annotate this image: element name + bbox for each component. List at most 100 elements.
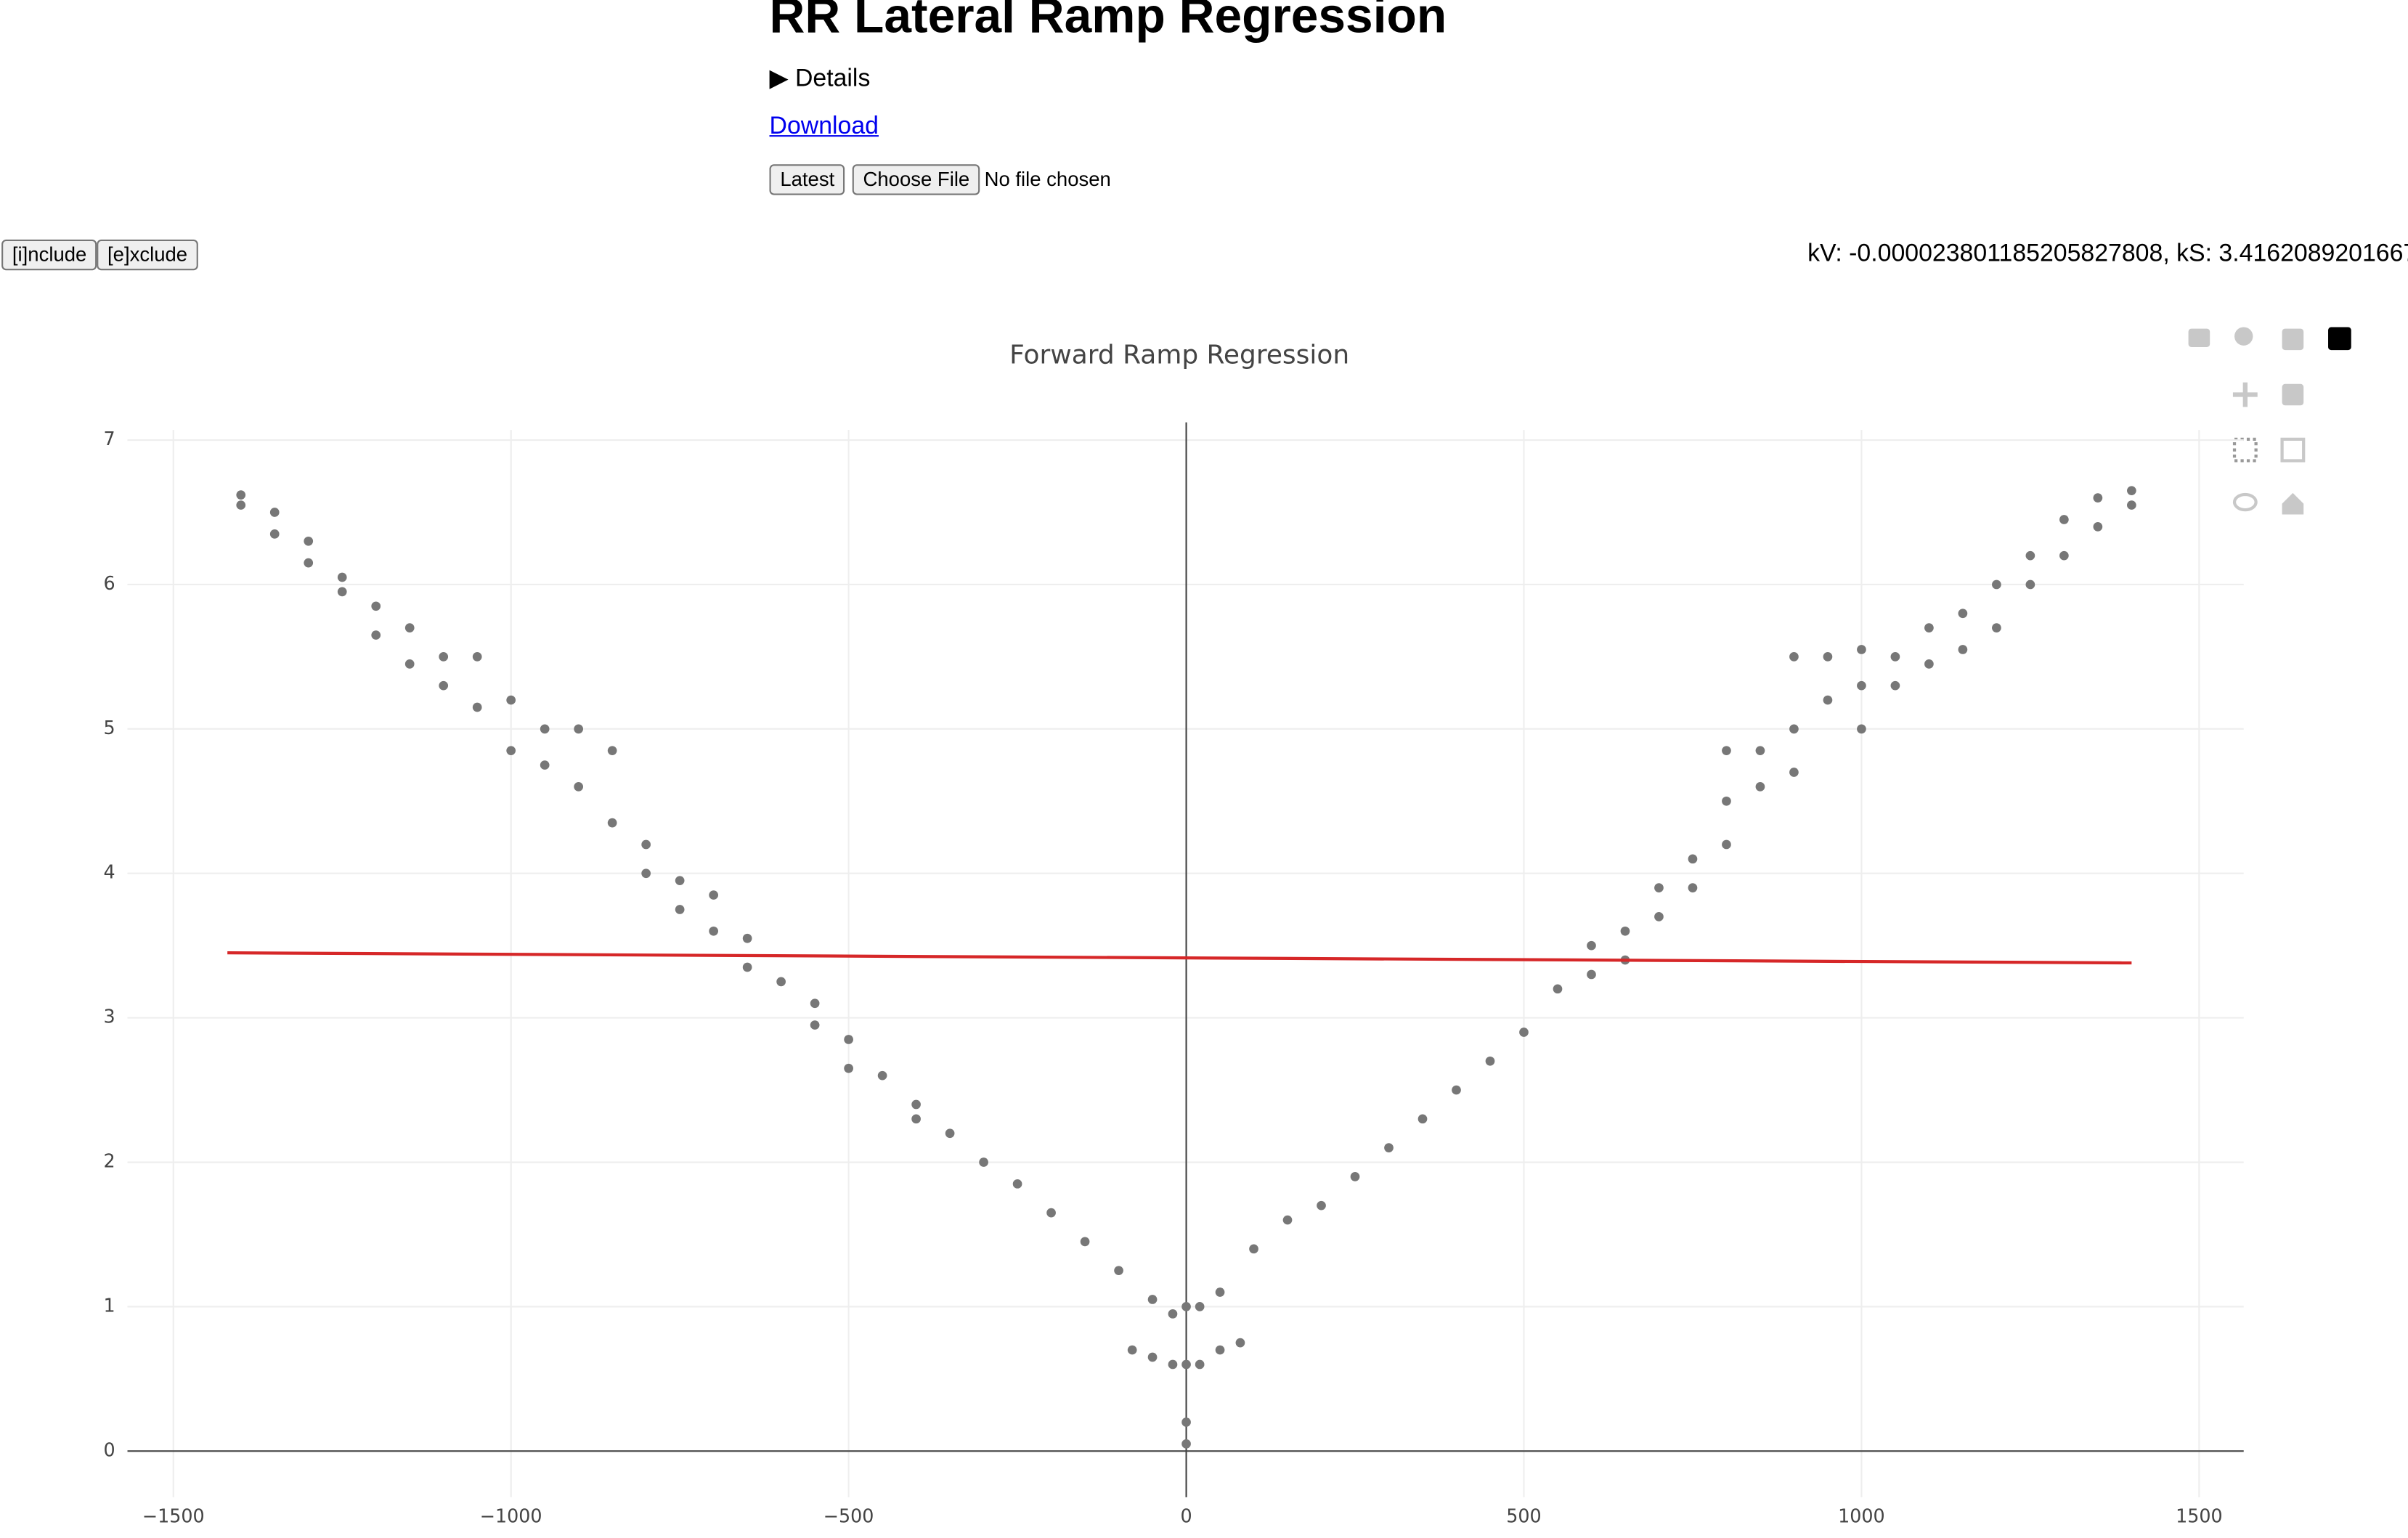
data-point <box>1722 796 1731 806</box>
data-point <box>337 587 347 597</box>
data-point <box>1181 1439 1191 1449</box>
data-point <box>1417 1114 1428 1124</box>
data-point <box>877 1070 887 1081</box>
modebar <box>2188 327 2351 515</box>
lasso-icon[interactable] <box>2232 492 2258 512</box>
data-point <box>1080 1237 1090 1247</box>
details-label: Details <box>794 65 871 92</box>
box-select-icon[interactable] <box>2232 437 2258 463</box>
data-point <box>1195 1302 1205 1311</box>
data-point <box>1857 645 1866 654</box>
data-point <box>337 572 347 582</box>
camera-icon[interactable] <box>2188 328 2210 347</box>
data-point <box>2059 550 2069 561</box>
file-status: No file chosen <box>984 167 1111 191</box>
zoom-out-icon[interactable] <box>2282 383 2304 406</box>
x-tick-label: 1500 <box>2176 1505 2223 1526</box>
data-point <box>1587 969 1596 980</box>
data-point <box>1215 1287 1225 1297</box>
data-point <box>1127 1345 1137 1355</box>
data-point <box>1168 1309 1178 1319</box>
download-link[interactable]: Download <box>769 113 879 140</box>
data-point <box>506 746 516 756</box>
data-point <box>2025 550 2035 561</box>
data-point <box>1553 984 1563 994</box>
data-point <box>607 746 617 756</box>
data-point <box>1654 912 1664 921</box>
data-point <box>2127 486 2136 496</box>
chart-title: Forward Ramp Regression <box>1009 341 1349 370</box>
data-point <box>269 529 280 539</box>
data-point <box>675 876 685 886</box>
data-point <box>1857 724 1866 734</box>
data-point <box>945 1128 955 1139</box>
reset-icon[interactable] <box>2280 437 2306 463</box>
choose-file-button[interactable]: Choose File <box>852 164 981 195</box>
data-point <box>1452 1085 1461 1095</box>
exclude-button[interactable]: [e]xclude <box>97 239 198 271</box>
data-point <box>1688 883 1698 892</box>
data-point <box>439 652 449 662</box>
include-button[interactable]: [i]nclude <box>1 239 98 271</box>
data-point <box>709 890 718 900</box>
data-point <box>1485 1056 1495 1066</box>
x-tick-label: 500 <box>1506 1505 1541 1526</box>
y-tick-label: 0 <box>103 1439 115 1460</box>
data-point <box>304 558 314 568</box>
home-icon[interactable] <box>2282 492 2304 515</box>
data-point <box>1958 645 1968 654</box>
data-point <box>304 536 314 546</box>
data-point <box>1181 1359 1191 1370</box>
data-point <box>1147 1352 1158 1362</box>
data-point <box>472 652 482 662</box>
data-point <box>236 490 246 500</box>
page-title: RR Lateral Ramp Regression <box>769 0 1447 44</box>
data-point <box>1519 1028 1529 1037</box>
data-point <box>1722 746 1731 756</box>
data-point <box>844 1063 853 1073</box>
y-tick-label: 5 <box>103 717 115 739</box>
data-point <box>540 760 550 770</box>
data-point <box>1012 1179 1022 1189</box>
data-point <box>574 724 584 734</box>
data-point <box>371 630 381 640</box>
data-point <box>1587 940 1596 951</box>
details-summary[interactable]: ▶ Details <box>769 65 871 92</box>
data-point <box>1249 1244 1258 1254</box>
data-point <box>641 839 651 850</box>
data-point <box>1992 579 2001 590</box>
data-point <box>709 926 718 936</box>
pan-icon[interactable] <box>2232 382 2258 407</box>
data-point <box>506 695 516 705</box>
latest-button[interactable]: Latest <box>769 164 846 195</box>
data-point <box>1789 652 1799 662</box>
data-point <box>1992 623 2001 632</box>
data-point <box>1215 1345 1225 1355</box>
data-point <box>1722 839 1731 850</box>
data-point <box>1890 680 1900 691</box>
data-point <box>472 702 482 712</box>
data-point <box>1924 659 1934 669</box>
zoom-icon[interactable] <box>2234 327 2253 346</box>
data-point <box>404 623 415 632</box>
zoom-in-icon[interactable] <box>2282 328 2304 351</box>
data-point <box>1958 609 1968 619</box>
data-point <box>1823 695 1833 705</box>
data-point <box>2127 500 2136 510</box>
y-tick-label: 3 <box>103 1006 115 1028</box>
data-point <box>641 868 651 879</box>
data-point <box>236 500 246 510</box>
data-point <box>1755 782 1765 792</box>
data-point <box>911 1099 921 1110</box>
y-tick-label: 4 <box>103 861 115 883</box>
data-point <box>2025 579 2035 590</box>
data-point <box>1235 1338 1245 1348</box>
data-point <box>2093 493 2103 503</box>
data-point <box>1046 1208 1056 1218</box>
autoscale-icon[interactable] <box>2328 327 2351 351</box>
x-tick-label: −1500 <box>142 1505 205 1526</box>
data-point <box>979 1157 988 1167</box>
data-point <box>1789 768 1799 777</box>
